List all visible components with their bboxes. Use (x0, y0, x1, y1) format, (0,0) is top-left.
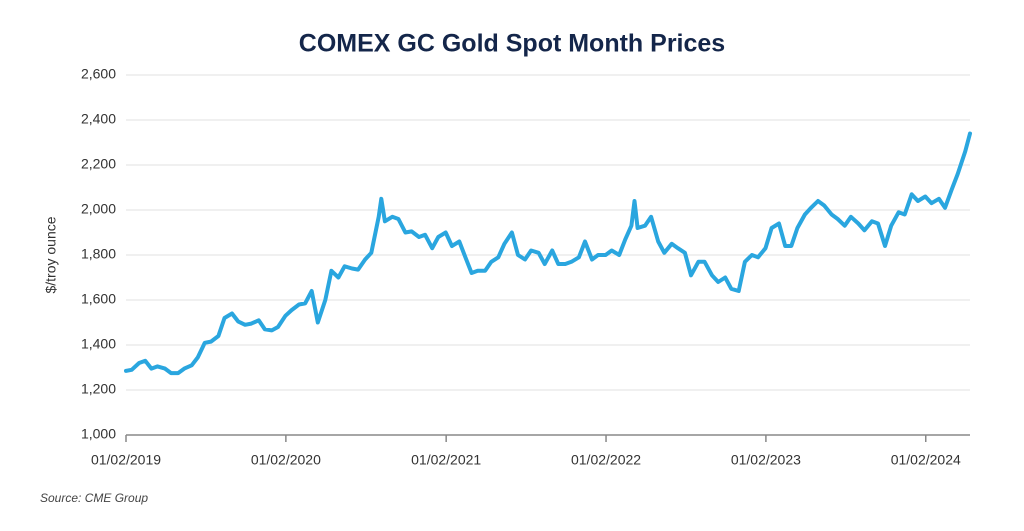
x-tick-label: 01/02/2023 (731, 452, 801, 468)
x-tick-label: 01/02/2020 (251, 452, 321, 468)
source: Source: CME Group (40, 491, 148, 505)
y-tick-label: 1,800 (81, 246, 116, 262)
y-tick-label: 1,200 (81, 381, 116, 397)
x-tick-label: 01/02/2024 (891, 452, 961, 468)
y-tick-label: 2,000 (81, 201, 116, 217)
price-line (124, 131, 972, 376)
x-tick-label: 01/02/2022 (571, 452, 641, 468)
y-tick-label: 1,600 (81, 291, 116, 307)
y-axis-label: $/troy ounce (43, 216, 59, 293)
y-tick-label: 2,200 (81, 156, 116, 172)
y-tick-label: 2,600 (81, 66, 116, 82)
y-tick-label: 1,400 (81, 336, 116, 352)
y-tick-label: 1,000 (81, 426, 116, 442)
chart-title: COMEX GC Gold Spot Month Prices (299, 30, 725, 58)
x-tick-label: 01/02/2019 (91, 452, 161, 468)
y-tick-label: 2,400 (81, 111, 116, 127)
x-tick-label: 01/02/2021 (411, 452, 481, 468)
